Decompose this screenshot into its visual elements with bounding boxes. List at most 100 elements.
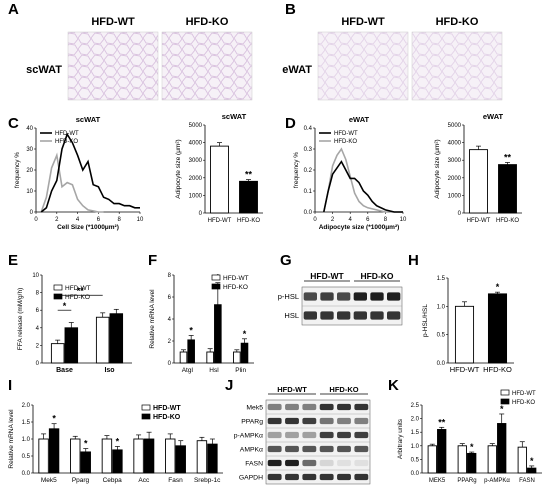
bar-2-1 [112, 449, 123, 474]
legend-swatch-1 [53, 293, 63, 300]
y-tick-label: 30 [26, 147, 33, 153]
category-label: Mek5 [41, 477, 57, 484]
chart-C-bar: scWAT 0 1000 2000 3000 4000 5000 Adipocyte size… [175, 112, 263, 224]
band [370, 292, 384, 301]
blot-group-label: HFD-WT [310, 271, 344, 281]
band [319, 403, 334, 411]
bar-2-0 [101, 438, 113, 474]
bar-5-0 [196, 440, 208, 474]
bar-1-0 [70, 438, 81, 474]
y-tick-label: 2 [36, 343, 40, 349]
chart-title: eWAT [483, 112, 504, 121]
band [319, 431, 334, 439]
y-tick-label: 0.2 [304, 168, 313, 174]
y-tick-label: 6 [168, 295, 172, 301]
legend-entry-1: HFD-KO [223, 284, 248, 291]
x-tick-label: 8 [118, 217, 122, 223]
category-label: Pparg [72, 477, 90, 484]
bar-4-1 [175, 445, 186, 474]
y-tick-label: 0.0 [22, 471, 31, 477]
category-label: HFD-KO [237, 218, 260, 224]
y-axis-label: Arbitrary units [397, 418, 404, 459]
bar-2-0 [233, 351, 241, 364]
histology-panel-B: HFD-WT HFD-KO eWAT [282, 16, 503, 101]
category-label: Atgl [182, 367, 194, 374]
bar-5-1 [207, 443, 218, 474]
bar-0-0 [427, 445, 437, 474]
band [285, 473, 299, 481]
legend-swatch-1 [211, 283, 221, 290]
western-blot-J: Mek5 PPARg p-AMPKα AMPKα FASN GAPDH HFD-WT HFD-… [234, 385, 371, 485]
band [302, 459, 317, 467]
bar-1-1 [109, 313, 124, 364]
legend-entry-0: HFD-WT [55, 131, 79, 137]
y-tick-label: 5000 [448, 123, 462, 129]
legend-entry-0: HFD-WT [223, 275, 249, 282]
x-tick-label: 4 [76, 217, 80, 223]
significance-mark: ** [245, 170, 253, 180]
series-line-1 [323, 147, 403, 213]
bar-1-0 [206, 351, 214, 364]
legend-entry-1: HFD-KO [65, 294, 90, 301]
band [303, 292, 317, 301]
legend-entry-0: HFD-WT [334, 131, 358, 137]
legend-entry-1: HFD-KO [334, 139, 357, 145]
band [337, 431, 351, 439]
band [285, 445, 299, 453]
category-label: Acc [138, 477, 150, 484]
y-tick-label: 3000 [448, 158, 462, 164]
y-tick-label: 5000 [189, 123, 203, 129]
category-label: Iso [104, 367, 114, 374]
histology-image-wt [317, 31, 409, 101]
y-axis-label: Adipocyte size (μm²) [175, 139, 182, 198]
band [302, 473, 317, 481]
significance-mark: * [496, 282, 500, 292]
histology-label-ko: HFD-KO [436, 16, 479, 28]
band [267, 445, 282, 453]
category-label: Hsl [209, 367, 219, 374]
y-tick-label: 2 [168, 339, 172, 345]
band [285, 417, 299, 425]
band [337, 292, 351, 301]
panel-letter-I: I [8, 377, 12, 394]
band [319, 459, 334, 467]
y-tick-label: 1.5 [22, 420, 31, 426]
chart-title: scWAT [76, 115, 101, 124]
y-tick-label: 1.5 [411, 430, 420, 436]
y-tick-label: 2000 [448, 176, 462, 182]
legend-swatch-0 [211, 274, 221, 281]
bar-1-0 [95, 316, 110, 364]
significance-mark: ** [438, 417, 446, 427]
significance-mark: ** [504, 152, 512, 162]
histology-panel-A: HFD-WT HFD-KO scWAT [26, 16, 253, 101]
bar-1-1 [214, 304, 222, 364]
blot-row-label: p-HSL [278, 292, 299, 301]
blot-group-label: HFD-WT [277, 385, 307, 394]
blot-row-label: p-AMPKα [234, 433, 263, 440]
blot-group-label: HFD-KO [360, 271, 393, 281]
significance-mark: * [189, 326, 193, 336]
y-axis-label: Relative mRNA level [8, 409, 15, 469]
band [302, 445, 317, 453]
band [354, 431, 369, 439]
band [285, 459, 299, 467]
legend-swatch-1 [500, 398, 510, 405]
blot-row-label: Mek5 [246, 405, 263, 412]
y-tick-label: 8 [36, 291, 40, 297]
y-tick-label: 0.5 [22, 454, 31, 460]
y-tick-label: 2.0 [22, 403, 31, 409]
y-tick-label: 0.1 [304, 189, 313, 195]
y-tick-label: 0.0 [437, 361, 446, 367]
category-label: FASN [519, 478, 535, 484]
legend-swatch-0 [500, 389, 510, 396]
bar-0-1 [48, 428, 60, 474]
x-tick-label: 8 [384, 217, 388, 223]
y-tick-label: 0.4 [304, 126, 313, 132]
y-tick-label: 4 [168, 317, 172, 323]
y-tick-label: 4000 [448, 141, 462, 147]
histology-label-wt: HFD-WT [91, 16, 135, 28]
category-label: p-AMPKα [484, 478, 510, 484]
bar-2-1 [240, 342, 249, 364]
tissue-label: scWAT [26, 64, 62, 76]
